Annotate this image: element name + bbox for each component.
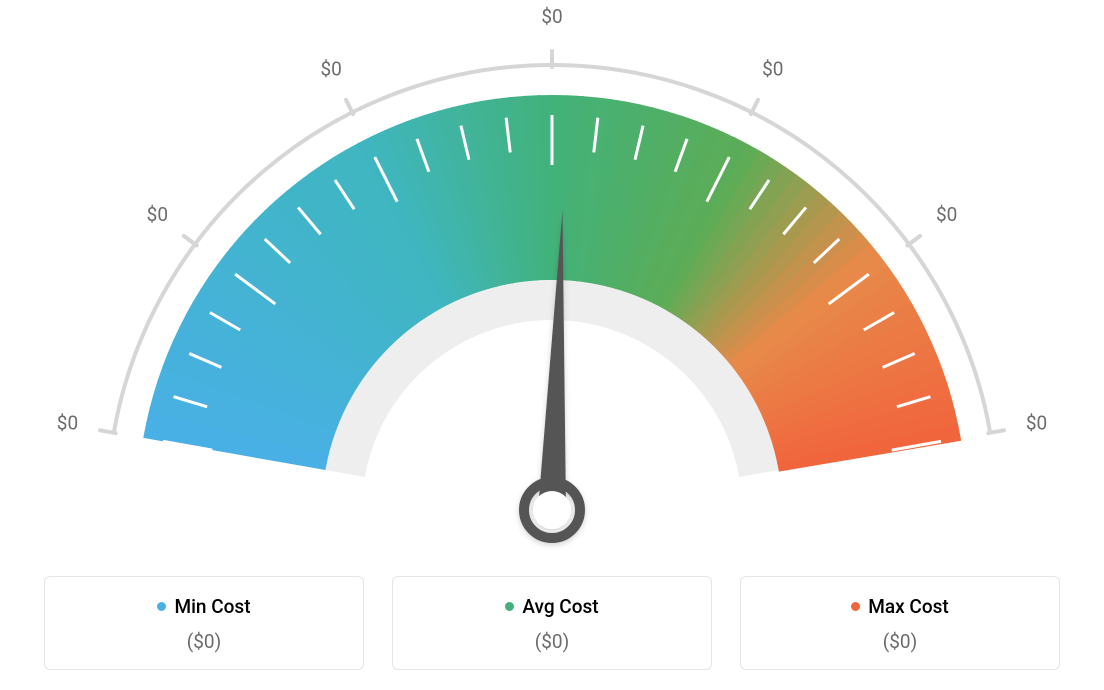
svg-text:$0: $0 [1026,412,1047,435]
legend-card-min: Min Cost ($0) [44,576,364,670]
legend-title-min: Min Cost [157,595,250,618]
legend-label-max: Max Cost [868,595,948,618]
legend-dot-min [157,602,166,611]
legend-dot-avg [505,602,514,611]
legend-title-avg: Avg Cost [505,595,598,618]
legend-value-min: ($0) [55,630,353,653]
svg-text:$0: $0 [936,203,957,226]
gauge-svg: $0 $0 $0 $0 $0 $0 $0 [0,0,1104,560]
svg-text:$0: $0 [762,57,783,80]
gauge-chart: $0 $0 $0 $0 $0 $0 $0 [0,0,1104,560]
legend-card-avg: Avg Cost ($0) [392,576,712,670]
legend-card-max: Max Cost ($0) [740,576,1060,670]
legend-dot-max [851,602,860,611]
legend-title-max: Max Cost [851,595,948,618]
legend-label-avg: Avg Cost [522,595,598,618]
legend-row: Min Cost ($0) Avg Cost ($0) Max Cost ($0… [0,576,1104,670]
svg-text:$0: $0 [541,5,562,28]
legend-value-max: ($0) [751,630,1049,653]
legend-value-avg: ($0) [403,630,701,653]
svg-text:$0: $0 [321,57,342,80]
svg-text:$0: $0 [147,203,168,226]
legend-label-min: Min Cost [174,595,250,618]
svg-text:$0: $0 [57,412,78,435]
